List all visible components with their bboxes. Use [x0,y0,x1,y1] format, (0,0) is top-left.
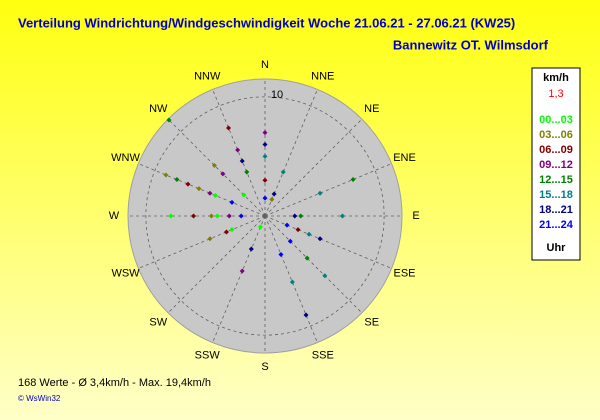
legend-box [531,67,581,261]
direction-label: SE [364,317,379,329]
data-point [262,177,268,183]
legend-label: 06...09 [539,144,573,156]
spoke [212,89,266,217]
data-point [214,213,220,219]
spoke [264,215,318,343]
data-point [262,142,268,148]
legend-label: 18...21 [539,204,573,216]
direction-label: ENE [393,152,416,164]
data-point [298,213,304,219]
data-point [284,222,290,228]
spoke [264,89,318,217]
data-point [271,191,277,197]
spoke [212,215,266,343]
legend-label: 09...12 [539,159,573,171]
data-point [287,238,293,244]
data-point [239,268,245,274]
data-point [208,213,214,219]
footer: 168 Werte - Ø 3,4km/h - Max. 19,4km/h [18,377,211,389]
data-point [239,158,245,164]
spoke [264,215,363,314]
direction-label: WSW [111,268,140,280]
data-point [223,229,229,235]
data-point [289,279,295,285]
direction-label: NW [149,103,168,115]
data-point [304,255,310,261]
data-point [185,181,191,187]
data-point [262,153,268,159]
data-point [244,169,250,175]
data-point [226,213,232,219]
data-point [292,213,298,219]
legend-label: 21...24 [539,219,574,231]
legend-label: 12...15 [539,174,573,186]
data-point [235,147,241,153]
data-point [191,213,197,219]
data-point [226,125,232,131]
legend-label: 00...03 [539,114,573,126]
spoke [264,118,363,217]
data-point [220,171,226,177]
direction-label: NE [364,103,379,115]
chart-subtitle: Bannewitz OT. Wilmsdorf [393,37,549,52]
data-point [211,162,217,168]
data-point [269,196,275,202]
direction-label: S [261,361,268,373]
data-point [212,192,218,198]
data-point [262,130,268,136]
direction-label: SSW [195,349,221,361]
data-point [317,236,323,242]
spoke [264,163,392,217]
data-point [166,117,172,123]
data-point [280,169,286,175]
data-point [207,190,213,196]
data-point [229,199,235,205]
data-point [339,213,345,219]
data-point [350,177,356,183]
legend-label: 03...06 [539,129,573,141]
data-point [322,273,328,279]
data-point [317,190,323,196]
legend-scale: 1,3 [548,88,563,100]
spoke [167,118,266,217]
direction-label: SW [149,317,167,329]
direction-label: SSE [312,349,334,361]
spoke [138,215,266,269]
data-point [168,213,174,219]
data-point [248,246,254,252]
data-point [207,236,213,242]
direction-label: NNW [194,70,221,82]
direction-label: E [412,210,419,222]
data-point [238,213,244,219]
data-point [303,312,309,318]
data-point [278,252,284,258]
chart-title: Verteilung Windrichtung/Windgeschwindigk… [18,15,515,30]
data-point [229,227,235,233]
data-point [295,227,301,233]
data-point [306,231,312,237]
data-point [262,195,268,201]
spoke [264,215,392,269]
direction-label: W [109,210,120,222]
direction-label: N [261,59,269,71]
spoke [138,163,266,217]
legend-unit: Uhr [547,242,567,254]
data-point [174,177,180,183]
direction-label: ESE [393,268,415,280]
legend-label: 15...18 [539,189,573,201]
grid-ring [145,96,385,336]
legend-title: km/h [543,72,569,84]
data-point [241,192,247,198]
direction-label: WNW [111,152,140,164]
r-tick-label: 10 [271,89,283,101]
spoke [167,215,266,314]
direction-label: NNE [311,70,334,82]
data-point [257,224,263,230]
credit: © WsWin32 [18,394,61,403]
data-point [163,172,169,178]
data-point [196,186,202,192]
